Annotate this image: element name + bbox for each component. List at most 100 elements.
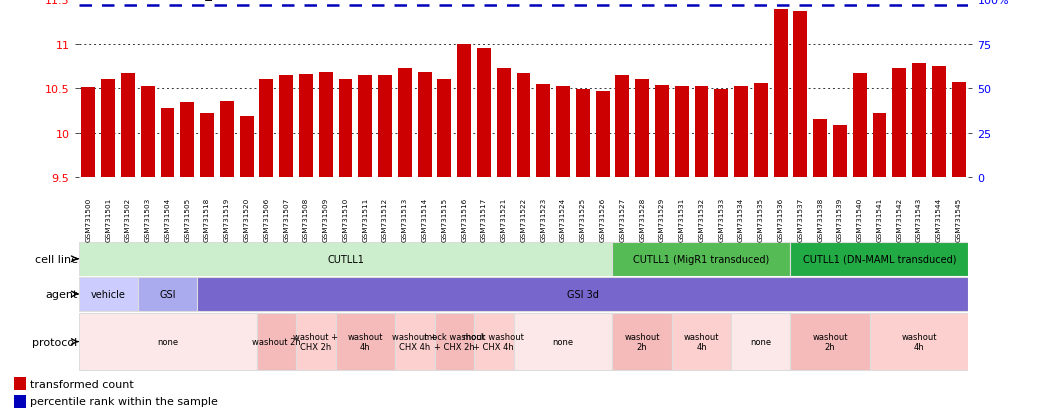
Text: washout +
CHX 2h: washout + CHX 2h [293, 332, 338, 351]
Bar [200, 114, 214, 178]
Text: GSM731536: GSM731536 [778, 197, 783, 242]
Bar [833, 125, 847, 178]
Bar [160, 109, 175, 178]
Bar [790, 313, 870, 370]
Bar [299, 75, 313, 178]
Text: protocol: protocol [32, 337, 77, 347]
Text: GSM731535: GSM731535 [758, 197, 764, 242]
Text: GSM731502: GSM731502 [125, 197, 131, 242]
Text: washout +
CHX 4h: washout + CHX 4h [393, 332, 438, 351]
Text: washout 2h: washout 2h [252, 337, 300, 346]
Text: cell line: cell line [35, 254, 77, 264]
Bar [516, 74, 531, 178]
Bar [536, 84, 551, 178]
Text: GSM731518: GSM731518 [204, 197, 210, 242]
Bar [870, 313, 968, 370]
Text: transformed count: transformed count [30, 379, 134, 389]
Bar [260, 80, 273, 178]
Bar [79, 278, 138, 311]
Bar [694, 87, 709, 178]
Text: GSM731504: GSM731504 [164, 197, 171, 242]
Text: GSM731521: GSM731521 [500, 197, 507, 242]
Text: GSM731517: GSM731517 [481, 197, 487, 242]
Text: washout
2h: washout 2h [624, 332, 660, 351]
Bar [121, 74, 135, 178]
Bar [612, 313, 672, 370]
Text: mock washout
+ CHX 2h: mock washout + CHX 2h [424, 332, 485, 351]
Bar [892, 69, 907, 178]
Bar [338, 80, 353, 178]
Bar [82, 88, 95, 178]
Text: GSM731537: GSM731537 [798, 197, 803, 242]
Bar [79, 242, 612, 276]
Text: mock washout
+ CHX 4h: mock washout + CHX 4h [464, 332, 525, 351]
Bar [794, 12, 807, 178]
Text: GSM731528: GSM731528 [639, 197, 645, 242]
Bar [280, 76, 293, 178]
Text: GSM731513: GSM731513 [402, 197, 408, 242]
Text: GSM731532: GSM731532 [698, 197, 705, 242]
Text: GSM731512: GSM731512 [382, 197, 388, 242]
Bar [418, 73, 431, 178]
Text: GSI: GSI [159, 289, 176, 299]
Bar [612, 242, 790, 276]
Text: washout
4h: washout 4h [684, 332, 719, 351]
Text: GSM731540: GSM731540 [856, 197, 863, 242]
Text: vehicle: vehicle [91, 289, 126, 299]
Bar [14, 377, 26, 390]
Text: GSI 3d: GSI 3d [566, 289, 599, 299]
Bar [458, 45, 471, 178]
Bar [140, 87, 155, 178]
Text: GSM731516: GSM731516 [461, 197, 467, 242]
Text: GSM731525: GSM731525 [580, 197, 586, 242]
Text: GSM731506: GSM731506 [264, 197, 269, 242]
Text: GSM731529: GSM731529 [659, 197, 665, 242]
Text: none: none [751, 337, 772, 346]
Text: GSM731544: GSM731544 [936, 197, 942, 242]
Text: GSM731538: GSM731538 [817, 197, 823, 242]
Bar [395, 313, 435, 370]
Bar [790, 242, 968, 276]
Text: GSM731524: GSM731524 [560, 197, 566, 242]
Bar [398, 69, 411, 178]
Bar [616, 76, 629, 178]
Text: GSM731545: GSM731545 [956, 197, 961, 242]
Bar [636, 80, 649, 178]
Bar [952, 83, 965, 178]
Bar [655, 86, 669, 178]
Bar [180, 103, 195, 178]
Text: GSM731519: GSM731519 [224, 197, 230, 242]
Bar [731, 313, 790, 370]
Text: CUTLL1: CUTLL1 [327, 254, 364, 264]
Text: GSM731508: GSM731508 [303, 197, 309, 242]
Text: GSM731543: GSM731543 [916, 197, 922, 242]
Text: GSM731541: GSM731541 [876, 197, 883, 242]
Text: GSM731539: GSM731539 [837, 197, 843, 242]
Bar [496, 69, 511, 178]
Bar [814, 120, 827, 178]
Text: GSM731507: GSM731507 [283, 197, 289, 242]
Bar [872, 114, 887, 178]
Bar [596, 91, 609, 178]
Bar [852, 74, 867, 178]
Text: GSM731515: GSM731515 [442, 197, 447, 242]
Text: CUTLL1 (MigR1 transduced): CUTLL1 (MigR1 transduced) [633, 254, 770, 264]
Bar [358, 76, 372, 178]
Text: GSM731514: GSM731514 [422, 197, 427, 242]
Bar [477, 49, 491, 178]
Text: GSM731542: GSM731542 [896, 197, 903, 242]
Text: GSM731503: GSM731503 [144, 197, 151, 242]
Bar [435, 313, 474, 370]
Text: GSM731501: GSM731501 [105, 197, 111, 242]
Bar [474, 313, 514, 370]
Bar [672, 313, 731, 370]
Text: GSM731533: GSM731533 [718, 197, 725, 242]
Text: none: none [157, 337, 178, 346]
Bar [514, 313, 612, 370]
Bar [556, 87, 570, 178]
Bar [79, 313, 257, 370]
Text: agent: agent [45, 289, 77, 299]
Text: washout
4h: washout 4h [901, 332, 937, 351]
Text: GSM731522: GSM731522 [520, 197, 527, 242]
Bar [296, 313, 336, 370]
